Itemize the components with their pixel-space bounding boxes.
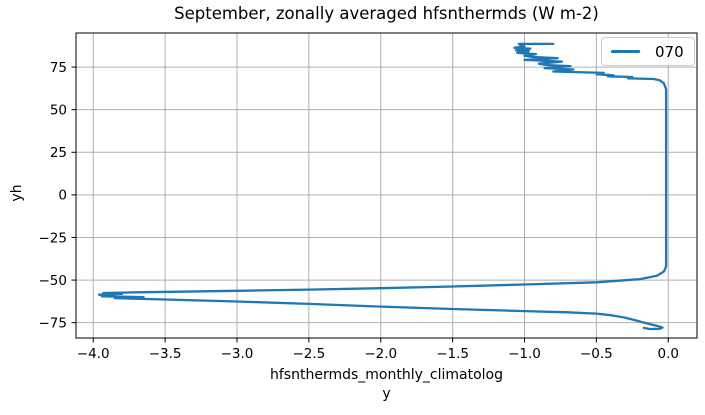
x-tick-label: −1.5	[436, 346, 469, 362]
y-tick-label: −75	[39, 315, 68, 331]
data-line-070	[97, 42, 668, 331]
x-tick-label: −3.0	[221, 346, 254, 362]
y-tick-label: −25	[39, 230, 68, 246]
legend: 070	[601, 37, 695, 66]
legend-label: 070	[655, 42, 684, 61]
axes-frame	[75, 32, 698, 339]
x-tick-label: −2.5	[292, 346, 325, 362]
x-tick-label: −1.0	[508, 346, 541, 362]
x-tick-label: −0.5	[580, 346, 613, 362]
y-axis-label: yh	[9, 184, 25, 202]
x-tick-label: 0.0	[658, 346, 679, 362]
x-axis-label: hfsnthermds_monthly_climatolog y	[76, 366, 697, 404]
y-tick-label: 75	[50, 60, 67, 76]
x-tick-label: −4.0	[77, 346, 110, 362]
x-tick-label: −2.0	[364, 346, 397, 362]
legend-line-sample	[611, 50, 640, 53]
chart-title: September, zonally averaged hfsnthermds …	[174, 4, 599, 23]
y-tick-label: 25	[50, 145, 67, 161]
y-tick-label: −50	[39, 273, 68, 289]
x-axis-label-line1: hfsnthermds_monthly_climatolog	[270, 367, 503, 383]
x-axis-label-line2: y	[382, 386, 391, 402]
y-tick-label: 0	[58, 188, 67, 204]
x-tick-label: −3.5	[149, 346, 182, 362]
y-tick-label: 50	[50, 102, 67, 118]
